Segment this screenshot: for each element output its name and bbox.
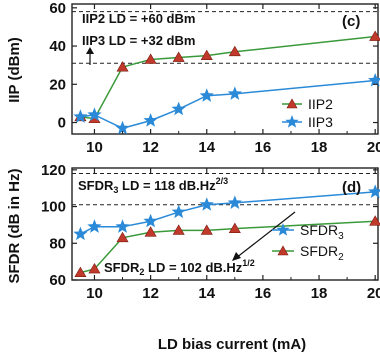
panel-c-arrowhead (86, 47, 94, 54)
panel-c-ytick-label-0: 0 (58, 115, 66, 132)
panel-c-xtick-label-18: 18 (311, 139, 328, 156)
panel-d-sfdr2-point-7 (369, 215, 380, 226)
panel-d-sfdr2-point-4 (172, 224, 185, 235)
panel-d-xtick-label-10: 10 (86, 285, 103, 302)
panel-c-ylabel: IIP (dBm) (6, 37, 23, 103)
panel-c-ref-label-iip3: IIP3 LD = +32 dBm (82, 33, 195, 48)
panel-d-xtick-label-20: 20 (367, 285, 380, 302)
legend-sfdr2-label: SFDR2 (300, 243, 344, 263)
ref-sfdr2-main: SFDR (104, 260, 140, 275)
ref-sfdr2-rest: LD = 102 dB.Hz (144, 260, 242, 275)
panel-c-iip3-point-4 (171, 101, 186, 116)
panel-c-iip2-point-4 (172, 51, 185, 62)
panel-d-legend: SFDR3 SFDR2 (272, 222, 344, 263)
panel-c-iip2-point-5 (200, 49, 213, 60)
legend-sfdr3-main: SFDR (300, 222, 338, 238)
panel-d-xtick-label-16: 16 (255, 285, 272, 302)
panel-c-xtick-label-20: 20 (367, 139, 380, 156)
panel-d-sfdr2-point-1 (88, 262, 101, 274)
panel-c-frame (71, 3, 379, 135)
panel-c-iip3-point-1 (87, 107, 102, 121)
panel-d-sfdr2-point-6 (228, 222, 241, 233)
panel-c-iip3-point-6 (227, 86, 242, 100)
panel-d-ref-label-sfdr3: SFDR3 LD = 118 dB.Hz2/3 (78, 176, 228, 195)
legend-sfdr3-label: SFDR3 (300, 222, 344, 242)
panel-d-sfdr2-point-5 (200, 224, 213, 235)
panel-d-xtick-label-12: 12 (142, 285, 159, 302)
legend-sfdr2-sub: 2 (338, 252, 344, 263)
ref-sfdr3-main: SFDR (78, 178, 114, 193)
legend-sfdr3-sub: 3 (338, 231, 344, 242)
panel-c-iip2-point-2 (116, 61, 129, 72)
ref-sfdr3-rest: LD = 118 dB.Hz (118, 178, 216, 193)
panel-d-xtick-label-18: 18 (311, 285, 328, 302)
legend-iip3-marker (285, 115, 299, 128)
panel-d-xtick-label-14: 14 (198, 285, 215, 302)
panel-c-xtick-label-12: 12 (142, 139, 159, 156)
panel-d-reference-lines (72, 173, 378, 206)
panel-c-label: (c) (342, 13, 360, 30)
legend-iip3-label: IIP3 (308, 114, 333, 130)
panel-d-sfdr3-point-1 (87, 219, 102, 233)
legend-iip2-marker (286, 98, 298, 109)
ref-sfdr3-sup: 2/3 (216, 176, 229, 186)
panel-d-ref-label-sfdr2: SFDR2 LD = 102 dB.Hz1/2 (104, 258, 255, 277)
panel-c-iip2-point-6 (228, 45, 241, 57)
panel-c-iip3-point-5 (199, 88, 214, 102)
panel-c-iip2-point-3 (144, 53, 157, 64)
panel-d-sfdr3-point-4 (171, 204, 186, 219)
panel-d-sfdr2-point-3 (144, 226, 157, 237)
panel-c-iip2-point-7 (369, 30, 380, 41)
panel-d-sfdr2-point-0 (74, 266, 87, 278)
panel-d-sfdr3-point-0 (73, 226, 88, 241)
panel-d-label: (d) (342, 179, 361, 196)
panel-d-sfdr3-point-6 (227, 195, 242, 209)
panel-d-ylabel: SFDR (dB in Hz) (6, 169, 23, 284)
ref-sfdr2-sup: 1/2 (242, 258, 255, 268)
panel-c-series (73, 30, 380, 135)
ref-sfdr2-sub: 2 (139, 267, 144, 277)
panel-d-ticks: 10 12 14 16 18 20 60 80 100 120 (41, 162, 380, 302)
panel-c-ticks: 10 12 14 16 18 20 0 20 40 60 (49, 0, 380, 156)
panel-c-xtick-label-14: 14 (198, 139, 215, 156)
panel-c-iip3-point-3 (143, 113, 158, 127)
panel-d-arrowhead (232, 252, 241, 261)
legend-sfdr2-main: SFDR (300, 243, 338, 259)
panel-d-series (73, 184, 380, 278)
panel-d-sfdr3-point-2 (115, 219, 130, 233)
panel-d-series-sfdr2-line (80, 220, 376, 274)
panel-c-ytick-label-20: 20 (49, 76, 66, 93)
panel-c-legend: IIP2 IIP3 (282, 96, 333, 130)
panel-d-sfdr3-point-7 (368, 184, 380, 198)
legend-sfdr3-marker (276, 223, 290, 236)
panel-d-series-sfdr3-line (80, 191, 376, 235)
panel-d-ytick-label-100: 100 (41, 199, 66, 216)
panel-d-ytick-label-60: 60 (49, 272, 66, 289)
panel-c-iip3-point-2 (115, 120, 130, 135)
panel-c-ytick-label-60: 60 (49, 0, 66, 17)
panel-d-sfdr2-point-2 (116, 231, 129, 243)
panel-c-xtick-label-16: 16 (255, 139, 272, 156)
panel-c: 10 12 14 16 18 20 0 20 40 60 IIP2 LD = +60 dBm II… (6, 0, 380, 156)
ref-sfdr3-sub: 3 (113, 185, 118, 195)
panel-c-series-iip3-line (80, 79, 376, 130)
panel-c-iip3-point-0 (73, 109, 88, 123)
panel-c-series-iip2-line (80, 35, 376, 120)
panel-d-ytick-label-120: 120 (41, 162, 66, 179)
panel-d-arrow (235, 211, 296, 259)
legend-iip2-label: IIP2 (308, 96, 333, 112)
panel-d-sfdr3-point-5 (199, 197, 214, 211)
panel-c-xtick-label-10: 10 (86, 139, 103, 156)
panel-d-ytick-label-80: 80 (49, 235, 66, 252)
legend-sfdr2-marker (277, 245, 289, 256)
panel-d-xlabel: LD bias current (mA) (158, 336, 306, 353)
panel-c-ref-label-iip2: IIP2 LD = +60 dBm (82, 11, 195, 26)
panel-c-ytick-label-40: 40 (49, 38, 66, 55)
panel-c-iip3-point-7 (368, 72, 380, 87)
panel-d-sfdr3-point-3 (143, 213, 158, 228)
